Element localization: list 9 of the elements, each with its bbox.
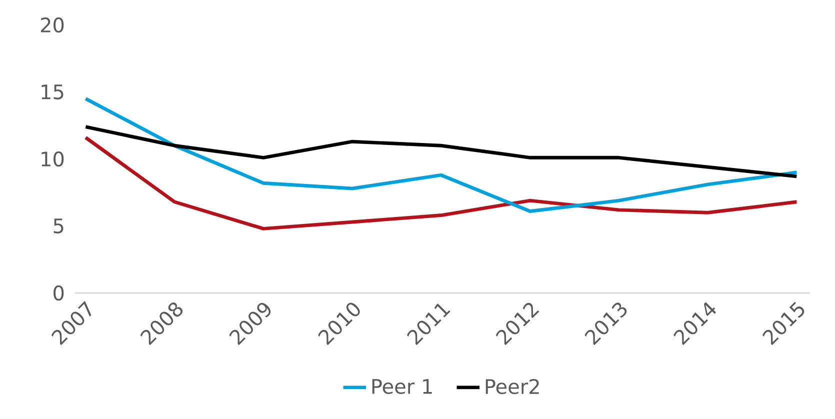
legend-label: Peer 1	[372, 379, 432, 394]
y-tick-label: 15	[42, 84, 64, 100]
line-series	[84, 136, 798, 230]
y-tick-label: 20	[40, 17, 64, 33]
line-series	[84, 96, 798, 213]
y-tick-label: 5	[54, 218, 64, 234]
y-tick-label: 10	[42, 151, 64, 167]
legend-label: Peer2	[486, 379, 539, 394]
y-tick-label: 0	[54, 285, 64, 301]
